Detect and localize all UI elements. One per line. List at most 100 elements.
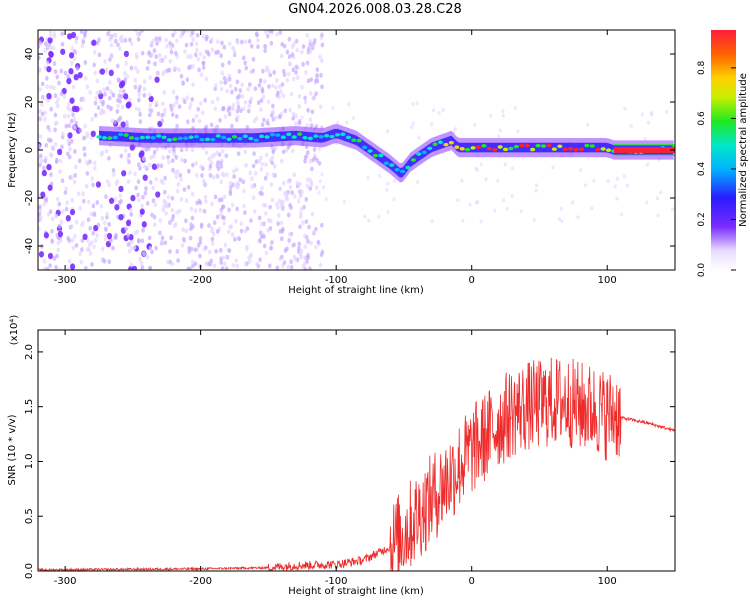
noise-point — [125, 120, 129, 126]
noise-point — [488, 113, 493, 118]
noise-point — [38, 86, 42, 92]
noise-point — [242, 188, 246, 194]
noise-point — [180, 243, 185, 248]
noise-point — [134, 185, 138, 191]
noise-point — [98, 92, 104, 100]
noise-point — [223, 261, 227, 267]
noise-point — [66, 77, 72, 85]
noise-point — [153, 61, 157, 67]
noise-point — [57, 201, 62, 207]
noise-point — [129, 41, 134, 47]
noise-point — [277, 213, 281, 218]
noise-point — [259, 234, 264, 240]
noise-point — [646, 162, 650, 167]
noise-point — [50, 228, 54, 234]
noise-point — [188, 235, 193, 241]
noise-point — [93, 112, 98, 118]
ridge-core — [99, 128, 674, 178]
noise-point — [278, 30, 283, 35]
noise-point — [275, 265, 280, 270]
noise-point — [164, 210, 168, 216]
noise-point — [431, 108, 436, 113]
ridge-blob — [410, 158, 417, 162]
noise-point — [222, 220, 226, 226]
noise-point — [114, 181, 119, 186]
noise-point — [143, 190, 148, 196]
noise-point — [86, 247, 90, 252]
noise-point — [620, 212, 624, 217]
noise-point — [215, 229, 220, 234]
noise-point — [196, 56, 200, 62]
noise-point — [46, 92, 52, 100]
noise-point — [267, 218, 271, 223]
noise-point — [270, 240, 274, 245]
noise-point — [92, 212, 97, 218]
noise-point — [299, 206, 304, 212]
noise-point — [116, 103, 120, 109]
noise-point — [171, 32, 175, 38]
noise-point — [264, 152, 269, 158]
spectrogram-x-label: Height of straight line (km) — [288, 285, 424, 296]
noise-point — [149, 108, 154, 114]
noise-point — [259, 221, 264, 227]
noise-point — [227, 76, 232, 82]
noise-point — [317, 147, 322, 152]
noise-point — [321, 185, 326, 190]
snr-frame — [37, 329, 676, 572]
noise-point — [92, 160, 97, 166]
noise-point — [91, 203, 96, 209]
noise-point — [315, 67, 320, 73]
noise-point — [238, 88, 243, 93]
noise-point — [227, 111, 232, 117]
noise-point — [255, 32, 259, 38]
noise-point — [152, 214, 157, 220]
noise-point — [244, 65, 249, 71]
ridge-blob — [204, 137, 211, 142]
noise-point — [215, 150, 220, 156]
noise-point — [301, 220, 305, 226]
noise-point — [311, 96, 315, 101]
noise-point — [235, 79, 240, 85]
noise-point — [207, 223, 211, 228]
noise-point — [153, 202, 158, 208]
noise-point — [292, 194, 297, 199]
noise-point — [241, 106, 246, 112]
noise-point — [38, 44, 41, 49]
noise-point — [167, 67, 172, 73]
noise-point — [269, 40, 274, 46]
noise-point — [302, 261, 307, 267]
noise-point — [318, 54, 322, 60]
ridge-blob — [551, 147, 557, 151]
ridge-blob — [356, 138, 362, 143]
noise-point — [89, 211, 94, 217]
ridge-blob — [118, 132, 124, 137]
noise-point — [208, 172, 213, 178]
noise-point — [263, 48, 267, 54]
ridge-blob — [399, 169, 406, 174]
noise-point — [274, 85, 278, 91]
noise-point — [268, 204, 272, 210]
noise-point — [259, 107, 263, 112]
noise-point — [158, 53, 162, 58]
noise-point — [260, 161, 265, 167]
noise-point — [308, 158, 313, 164]
noise-point — [70, 60, 74, 66]
noise-point — [283, 108, 288, 114]
ridge-blob — [568, 147, 574, 151]
noise-point — [312, 152, 317, 157]
ridge-blob — [546, 143, 552, 148]
noise-point — [224, 254, 229, 260]
noise-point — [140, 265, 145, 270]
noise-point — [109, 106, 113, 112]
noise-point — [213, 106, 218, 112]
noise-point — [298, 193, 303, 199]
snr-panel: -300 -200 -100 0 100 0.0 0.5 1.0 1.5 2.0 Height … — [7, 315, 676, 597]
noise-point — [191, 118, 196, 123]
noise-point — [106, 104, 110, 110]
noise-point — [183, 158, 187, 164]
noise-point — [136, 162, 141, 168]
noise-point — [225, 88, 229, 94]
noise-point — [294, 38, 299, 44]
noise-point — [113, 33, 118, 39]
noise-point — [145, 254, 150, 260]
